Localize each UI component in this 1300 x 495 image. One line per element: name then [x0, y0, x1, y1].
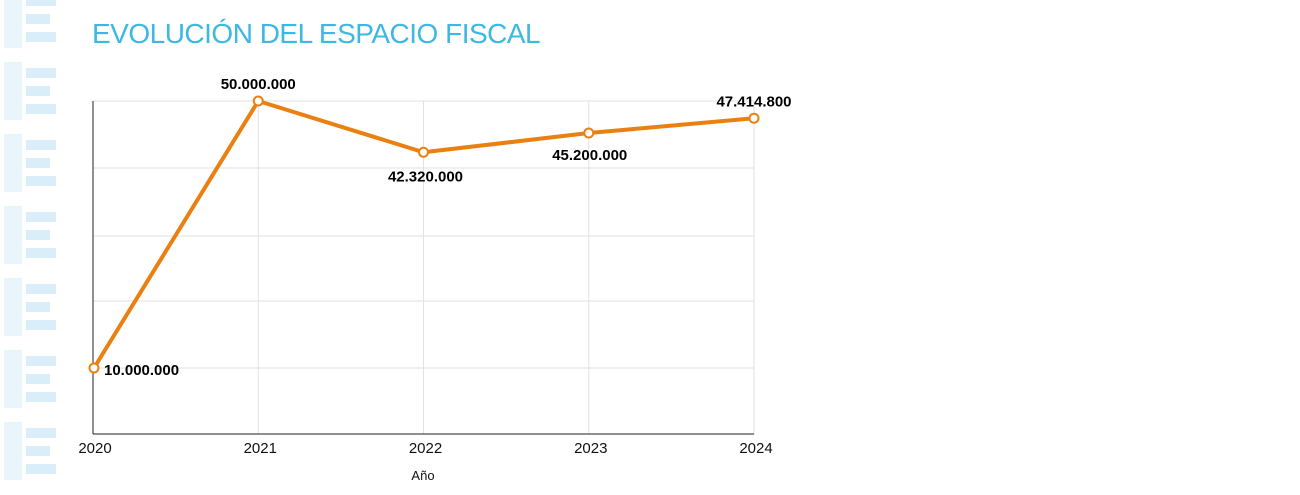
chart-axes: 2020 2021 2022 2023 2024 Año [78, 101, 773, 483]
x-tick-label: 2023 [574, 440, 607, 457]
x-tick-label: 2020 [78, 440, 111, 457]
data-label: 45.200.000 [552, 147, 627, 164]
chart-labels: 10.000.000 50.000.000 42.320.000 45.200.000… [104, 76, 792, 379]
x-tick-label: 2022 [409, 440, 442, 457]
chart-title: EVOLUCIÓN DEL ESPACIO FISCAL [92, 18, 541, 49]
data-label: 42.320.000 [388, 168, 463, 185]
brand-strip [0, 0, 62, 495]
data-label: 47.414.800 [716, 93, 791, 110]
data-point-marker [748, 112, 760, 124]
x-tick-label: 2021 [244, 440, 277, 457]
data-point-marker [583, 127, 595, 139]
chart-grid [93, 100, 755, 434]
data-point-marker [88, 362, 100, 374]
x-axis-label: Año [411, 468, 434, 483]
chart-series [88, 95, 760, 374]
data-label: 10.000.000 [104, 362, 179, 379]
data-label: 50.000.000 [221, 76, 296, 93]
data-point-marker [418, 146, 429, 158]
x-tick-label: 2024 [739, 440, 772, 457]
brand-logo-pattern-icon [4, 0, 56, 480]
data-point-marker [252, 95, 264, 107]
